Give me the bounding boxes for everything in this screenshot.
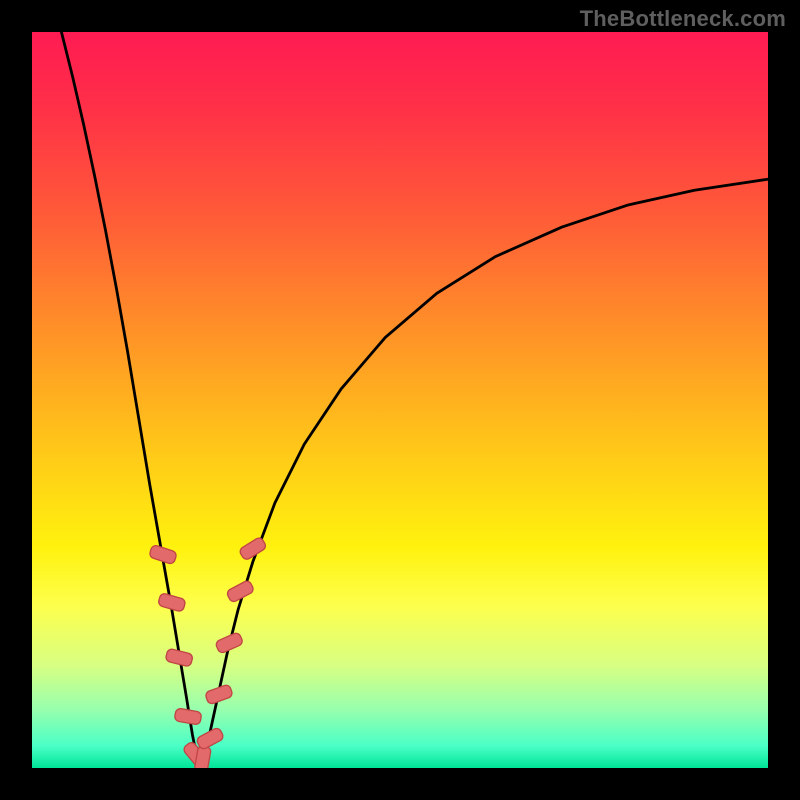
chart-root: TheBottleneck.com (0, 0, 800, 800)
chart-svg (0, 0, 800, 800)
watermark-text: TheBottleneck.com (580, 6, 786, 32)
plot-background (32, 32, 768, 768)
